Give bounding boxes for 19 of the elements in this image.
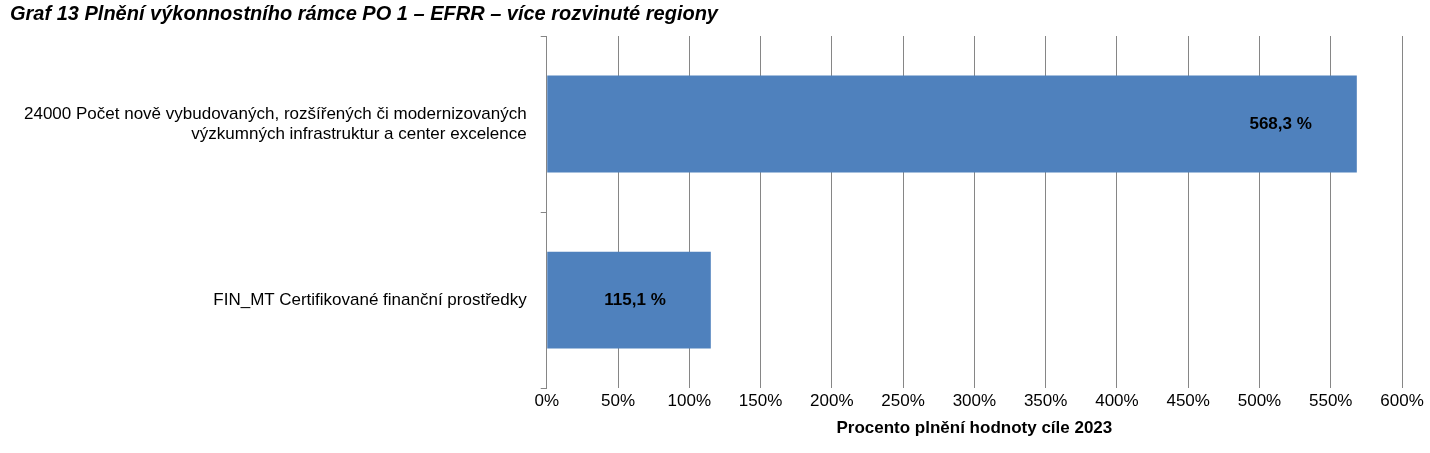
x-tick-label: 0% xyxy=(534,391,560,411)
x-tick-label: 350% xyxy=(1023,391,1068,411)
x-axis-title: Procento plnění hodnoty cíle 2023 xyxy=(836,418,1113,438)
x-tick-label: 500% xyxy=(1237,391,1282,411)
x-tick-label: 300% xyxy=(952,391,997,411)
y-tick-label: 24000 Počet nově vybudovaných, rozšířených či modernizovaných výzkumných infrastruktur a center excelence xyxy=(23,103,527,143)
x-tick-label: 550% xyxy=(1308,391,1353,411)
text: Graf 13 Plnění výkonnostního rámce PO 1 – EFRR – více rozvinuté regiony xyxy=(10,1,719,24)
data-label: 115,1 % xyxy=(604,289,666,309)
x-tick-label: 50% xyxy=(600,391,636,411)
x-tick-label: 200% xyxy=(810,391,854,411)
x-tick-label: 250% xyxy=(881,391,925,411)
x-tick-label: 400% xyxy=(1095,391,1139,411)
x-tick-label: 100% xyxy=(667,391,712,411)
x-tick-label: 600% xyxy=(1380,391,1424,411)
y-tick-label: FIN_MT Certifikované finanční prostředky xyxy=(213,289,528,309)
x-tick-label: 450% xyxy=(1166,391,1210,411)
data-label: 568,3 % xyxy=(1249,113,1312,133)
x-tick-label: 150% xyxy=(738,391,783,411)
